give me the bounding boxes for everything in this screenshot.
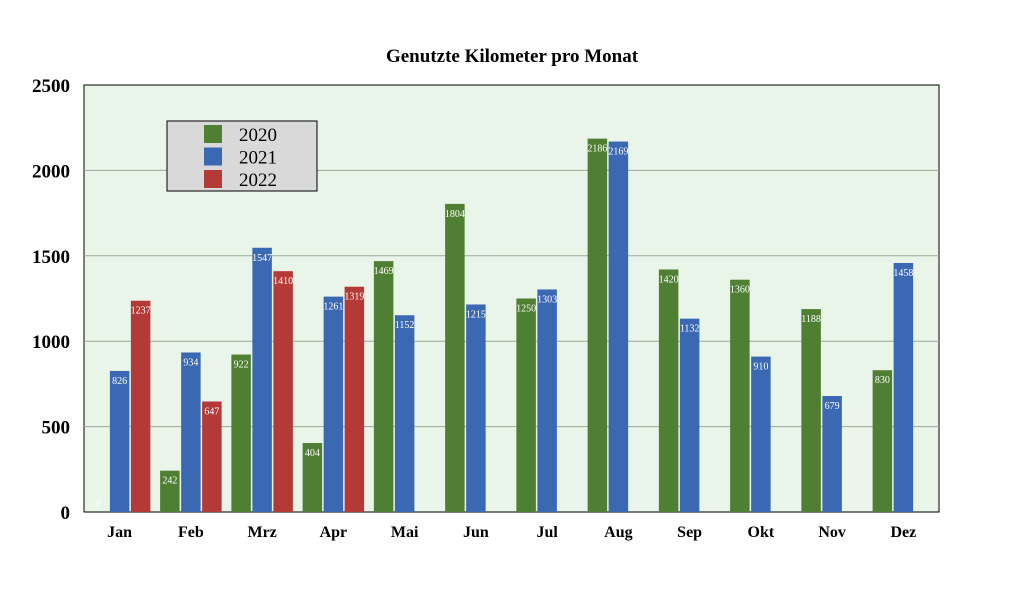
legend-label: 2021 bbox=[239, 148, 277, 169]
bar-2021-Aug bbox=[608, 141, 629, 513]
bar-value-label: 0 bbox=[96, 498, 101, 509]
legend-swatch bbox=[204, 170, 222, 188]
bar-2020-Mai bbox=[373, 261, 394, 512]
x-axis-ticks: Jan Feb Mrz Apr Mai Jun Jul Aug Sep Okt Nov Dez bbox=[107, 524, 916, 541]
bar-value-label: 1152 bbox=[395, 320, 415, 331]
x-tick-label: Sep bbox=[677, 524, 702, 541]
bar-value-label: 404 bbox=[305, 448, 320, 459]
bar-2020-Apr bbox=[302, 442, 323, 512]
bar-value-label: 1261 bbox=[323, 302, 343, 313]
bar-value-label: 1420 bbox=[659, 274, 679, 285]
bar-value-label: 1319 bbox=[344, 292, 364, 303]
legend-swatch bbox=[204, 147, 222, 166]
x-tick-label: Jun bbox=[463, 524, 489, 541]
bar-value-label: 2186 bbox=[587, 144, 607, 155]
x-tick-label: Okt bbox=[748, 524, 775, 541]
bar-2022-Feb bbox=[202, 401, 222, 512]
bar-value-label: 1804 bbox=[445, 209, 465, 220]
chart-title: Genutzte Kilometer pro Monat bbox=[386, 46, 639, 67]
x-tick-label: Nov bbox=[818, 524, 846, 541]
bar-value-label: 922 bbox=[234, 360, 249, 371]
bar-2021-Jul bbox=[537, 289, 557, 512]
legend-label: 2020 bbox=[239, 125, 277, 146]
legend-label: 2022 bbox=[239, 170, 277, 191]
y-tick-label: 2000 bbox=[32, 161, 70, 182]
y-tick-label: 1000 bbox=[32, 332, 70, 353]
bar-value-label: 647 bbox=[204, 406, 219, 417]
bar-value-label: 1410 bbox=[273, 276, 293, 287]
bar-value-label: 830 bbox=[875, 375, 890, 386]
bar-2020-Mrz bbox=[231, 354, 251, 512]
bar-2021-Mai bbox=[394, 315, 415, 512]
bar-value-label: 1360 bbox=[730, 285, 750, 296]
bar-value-label: 1250 bbox=[516, 304, 536, 315]
bar-2020-Jun bbox=[445, 203, 465, 512]
x-tick-label: Mrz bbox=[247, 524, 276, 541]
x-tick-label: Feb bbox=[178, 524, 204, 541]
bar-value-label: 1547 bbox=[252, 253, 272, 264]
y-tick-label: 0 bbox=[61, 503, 71, 524]
bar-2020-Sep bbox=[658, 269, 679, 512]
bar-2020-Jul bbox=[516, 298, 536, 512]
bar-value-label: 1188 bbox=[801, 314, 821, 325]
bar-value-label: 1303 bbox=[537, 294, 557, 305]
bar-2021-Jan bbox=[109, 370, 130, 512]
bar-2021-Dez bbox=[893, 262, 914, 512]
y-tick-label: 1500 bbox=[32, 247, 70, 268]
bar-value-label: 1458 bbox=[893, 268, 913, 279]
x-tick-label: Aug bbox=[604, 524, 632, 541]
bar-2020-Okt bbox=[730, 279, 750, 512]
bar-value-label: 1215 bbox=[466, 309, 486, 320]
bar-value-label: 679 bbox=[825, 401, 840, 412]
bar-2020-Aug bbox=[587, 138, 608, 512]
bar-value-label: 242 bbox=[162, 476, 177, 487]
bar-2021-Apr bbox=[323, 296, 344, 512]
x-tick-label: Apr bbox=[320, 524, 348, 541]
gridlines bbox=[84, 169, 939, 428]
x-tick-label: Jan bbox=[107, 524, 132, 541]
bar-2022-Mrz bbox=[273, 271, 293, 512]
bar-value-label: 2169 bbox=[608, 147, 628, 158]
x-tick-label: Dez bbox=[890, 524, 916, 541]
bar-value-label: 934 bbox=[183, 357, 198, 368]
legend-box bbox=[166, 120, 318, 192]
bar-2021-Mrz bbox=[252, 247, 272, 512]
bar-value-label: 826 bbox=[112, 376, 127, 387]
bar-2021-Feb bbox=[181, 352, 201, 512]
bar-value-label: 1237 bbox=[131, 306, 151, 317]
bar-2021-Jun bbox=[466, 304, 486, 512]
y-axis-ticks: 0 500 1000 1500 2000 2500 bbox=[32, 76, 70, 524]
bar-2022-Apr bbox=[344, 286, 365, 512]
bar-2021-Sep bbox=[679, 318, 700, 512]
bar-2022-Jan bbox=[130, 300, 151, 512]
bar-2021-Nov bbox=[822, 396, 842, 512]
bar-2020-Nov bbox=[801, 309, 821, 512]
bar-2021-Okt bbox=[751, 356, 771, 512]
bar-2020-Dez bbox=[872, 370, 893, 512]
bar-2020-Feb bbox=[160, 470, 180, 512]
bar-value-label: 1132 bbox=[680, 324, 700, 335]
x-tick-label: Mai bbox=[391, 524, 419, 541]
x-tick-label: Jul bbox=[536, 524, 558, 541]
legend-swatch bbox=[204, 125, 222, 143]
y-tick-label: 2500 bbox=[32, 76, 70, 97]
bar-value-label: 910 bbox=[753, 362, 768, 373]
y-tick-label: 500 bbox=[42, 418, 71, 439]
bar-value-label: 1469 bbox=[374, 266, 394, 277]
